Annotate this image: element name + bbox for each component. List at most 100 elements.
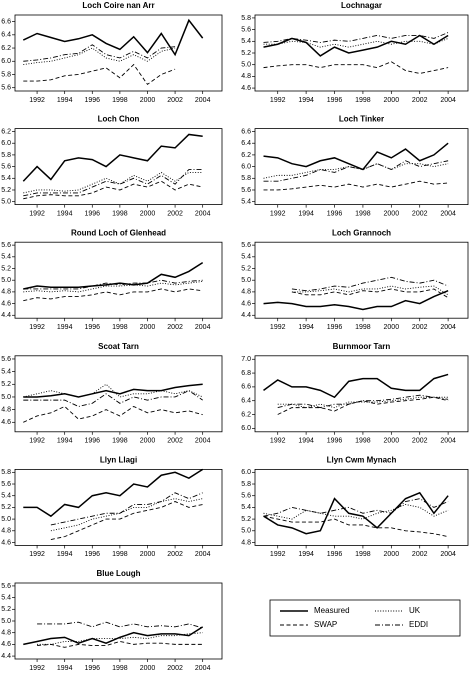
series-line xyxy=(23,390,203,407)
x-tick-label: 1994 xyxy=(57,324,73,331)
series-line xyxy=(23,47,176,66)
x-tick-label: 1998 xyxy=(112,97,128,104)
x-tick-label: 1998 xyxy=(112,665,128,672)
series-line xyxy=(22,18,204,57)
x-tick-label: 1996 xyxy=(327,97,343,104)
x-tick-label: 2000 xyxy=(140,324,156,331)
series-line xyxy=(263,498,449,517)
series-line xyxy=(23,288,203,302)
x-tick-label: 2002 xyxy=(412,438,428,445)
x-tick-label: 2002 xyxy=(412,210,428,217)
panel: Scoat Tarn 4.6 4.8 5.0 5.2 5.4 5.6 1992 1994 1996… xyxy=(1,342,223,445)
x-tick-label: 1992 xyxy=(270,438,286,445)
x-tick-label: 2004 xyxy=(195,438,211,445)
series-line xyxy=(23,280,203,293)
series-line xyxy=(23,180,203,200)
y-tick-label: 5.2 xyxy=(1,381,11,388)
legend-label: EDDI xyxy=(409,620,428,629)
x-tick-label: 2000 xyxy=(140,665,156,672)
y-tick-label: 5.2 xyxy=(241,265,251,272)
x-tick-label: 1992 xyxy=(29,438,45,445)
x-tick-label: 2002 xyxy=(167,324,183,331)
series-line xyxy=(291,276,449,292)
x-tick-label: 2000 xyxy=(384,97,400,104)
y-tick-label: 6.0 xyxy=(1,58,11,65)
x-tick-label: 1998 xyxy=(112,551,128,558)
panel: Loch Chon 5.0 5.2 5.4 5.6 5.8 6.0 6.2 1992 1994 19… xyxy=(1,115,223,217)
legend-label: Measured xyxy=(314,606,350,615)
y-tick-label: 5.0 xyxy=(1,618,11,625)
x-tick-label: 1992 xyxy=(29,665,45,672)
panel: Lochnagar 4.6 4.8 5.0 5.2 5.4 5.6 5.8 1992 1994 19… xyxy=(241,1,469,104)
y-tick-label: 4.8 xyxy=(241,289,251,296)
x-tick-label: 2000 xyxy=(140,438,156,445)
x-tick-label: 2004 xyxy=(440,210,456,217)
y-tick-label: 5.6 xyxy=(1,356,11,363)
series-line xyxy=(263,515,449,538)
x-tick-label: 1996 xyxy=(84,438,100,445)
y-tick-label: 6.4 xyxy=(1,32,11,39)
x-tick-label: 2004 xyxy=(195,551,211,558)
series-line xyxy=(23,468,204,518)
x-tick-label: 1998 xyxy=(355,438,371,445)
y-tick-label: 5.4 xyxy=(1,493,11,500)
y-tick-label: 5.0 xyxy=(1,516,11,523)
legend-label: SWAP xyxy=(314,620,337,629)
y-tick-label: 4.4 xyxy=(241,312,251,319)
series-line xyxy=(23,279,203,290)
series-line xyxy=(23,169,203,197)
y-tick-label: 5.0 xyxy=(1,394,11,401)
series-line xyxy=(263,32,449,43)
y-tick-label: 4.4 xyxy=(1,653,11,660)
x-tick-label: 1998 xyxy=(355,97,371,104)
y-tick-label: 5.2 xyxy=(241,50,251,57)
panel-title: Lochnagar xyxy=(341,1,382,10)
x-tick-label: 2002 xyxy=(167,97,183,104)
y-tick-label: 4.8 xyxy=(241,539,251,546)
x-tick-label: 1996 xyxy=(327,210,343,217)
x-tick-label: 2002 xyxy=(167,210,183,217)
series-line xyxy=(263,180,449,191)
y-tick-label: 4.6 xyxy=(241,85,251,92)
panel: Loch Tinker 5.4 5.6 5.8 6.0 6.2 6.4 6.6 1992 1994… xyxy=(241,115,469,217)
x-tick-label: 2004 xyxy=(195,665,211,672)
panel: Llyn Cwm Mynach 4.8 5.0 5.2 5.4 5.6 5.8 6.0 1992… xyxy=(241,456,469,558)
y-tick-label: 5.0 xyxy=(1,277,11,284)
series-line xyxy=(50,492,203,526)
y-tick-label: 5.0 xyxy=(241,528,251,535)
y-tick-label: 6.2 xyxy=(241,411,251,418)
y-tick-label: 4.4 xyxy=(1,312,11,319)
series-line xyxy=(277,394,449,409)
series-line xyxy=(23,44,176,62)
series-line xyxy=(22,133,203,182)
y-tick-label: 5.8 xyxy=(241,481,251,488)
panel: Round Loch of Glenhead 4.4 4.6 4.8 5.0 5.2 5.4… xyxy=(1,228,223,331)
y-tick-label: 4.8 xyxy=(1,528,11,535)
legend-box xyxy=(269,599,461,637)
plot-frame xyxy=(14,241,223,319)
x-tick-label: 2004 xyxy=(440,551,456,558)
plot-frame xyxy=(254,14,469,92)
y-tick-label: 5.6 xyxy=(241,242,251,249)
y-tick-label: 5.4 xyxy=(241,504,251,511)
x-tick-label: 1994 xyxy=(298,210,314,217)
x-tick-label: 1998 xyxy=(112,438,128,445)
y-tick-label: 6.0 xyxy=(241,163,251,170)
y-tick-label: 6.2 xyxy=(1,45,11,52)
y-tick-label: 6.6 xyxy=(241,128,251,135)
x-tick-label: 2000 xyxy=(384,438,400,445)
x-tick-label: 1998 xyxy=(112,210,128,217)
y-tick-label: 4.6 xyxy=(241,300,251,307)
x-tick-label: 1996 xyxy=(327,551,343,558)
y-tick-label: 5.4 xyxy=(241,38,251,45)
panel-title: Llyn Llagi xyxy=(100,456,137,465)
plot-frame xyxy=(254,468,469,546)
series-line xyxy=(277,396,449,409)
panel: Burnmoor Tarn 6.0 6.2 6.4 6.6 6.8 7.0 1992 1994 1… xyxy=(241,342,469,445)
y-tick-label: 5.8 xyxy=(1,469,11,476)
y-tick-label: 4.8 xyxy=(241,73,251,80)
x-tick-label: 2002 xyxy=(412,324,428,331)
panel-title: Round Loch of Glenhead xyxy=(71,228,166,237)
series-line xyxy=(23,405,203,423)
